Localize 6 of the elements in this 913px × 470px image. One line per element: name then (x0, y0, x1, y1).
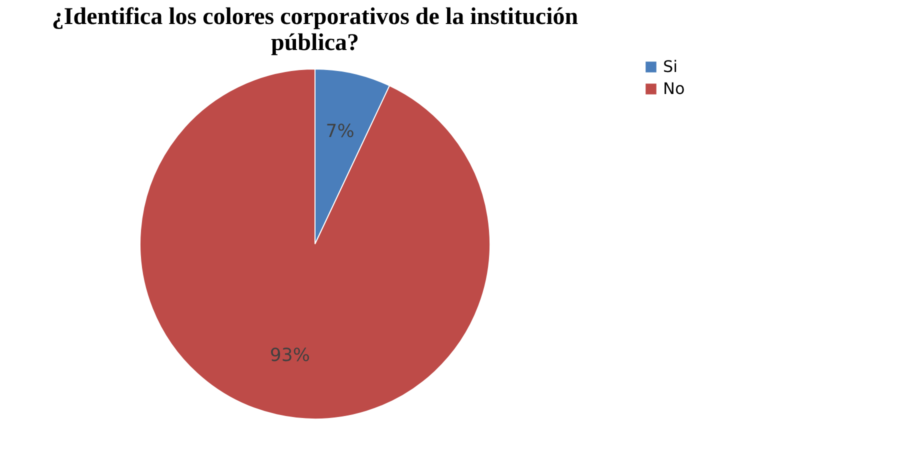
pie-slice (140, 68, 490, 420)
data-label: 7% (326, 120, 354, 142)
data-label: 93% (270, 345, 310, 366)
chart-title: ¿Identifica los colores corporativos de la institución pública? (52, 4, 578, 56)
legend-label: No (663, 79, 685, 98)
legend-label: Si (663, 57, 678, 76)
